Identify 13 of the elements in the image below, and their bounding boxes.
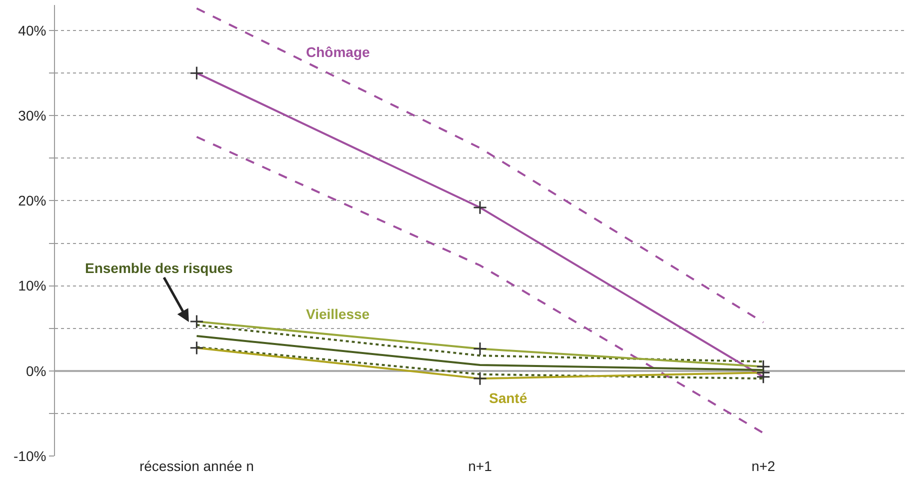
y-tick-label: 0% (26, 362, 46, 379)
series-label: Santé (489, 390, 528, 406)
text: Chômage (306, 44, 370, 60)
y-tick-label: 30% (18, 108, 46, 124)
y-tick-label: 40% (18, 22, 46, 38)
y-tick-label: 10% (18, 278, 46, 294)
x-tick-label: n+1 (468, 458, 492, 474)
series-label: Vieillesse (306, 306, 370, 322)
y-tick-label: 20% (18, 192, 46, 209)
x-tick-label: n+2 (751, 458, 776, 474)
x-tick-label: récession année n (139, 458, 254, 474)
y-tick-label: -10% (14, 448, 46, 464)
annotation: Ensemble des risques (85, 260, 234, 276)
